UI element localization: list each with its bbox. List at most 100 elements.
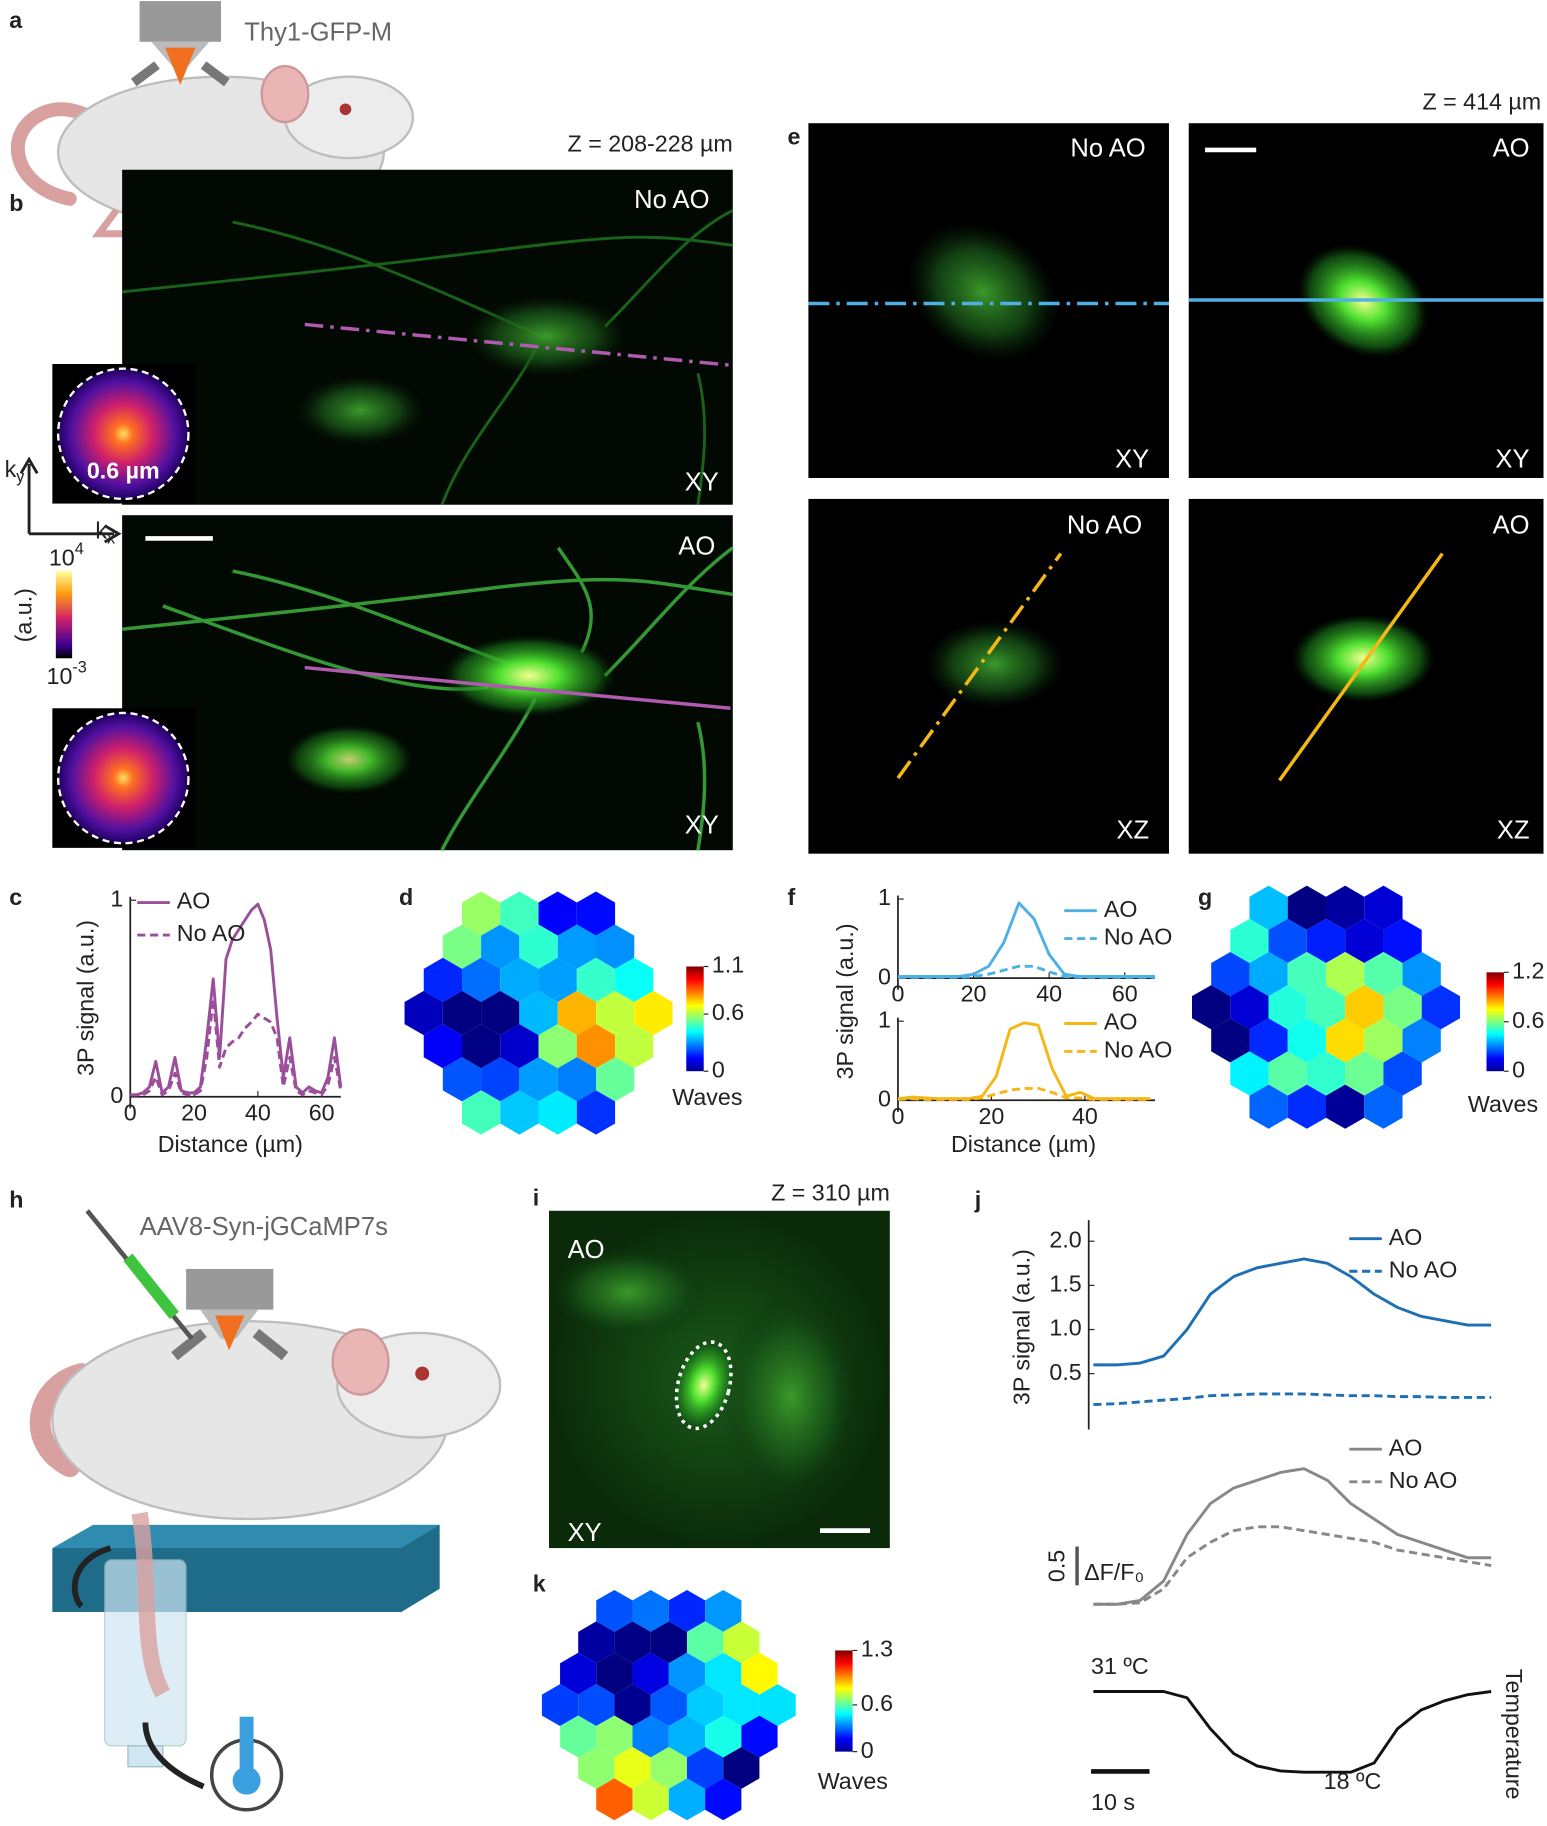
wavefront-segment	[578, 1684, 615, 1727]
wavefront-segment	[1306, 985, 1346, 1030]
wavefront-segment	[1287, 885, 1326, 930]
wavefront-segment	[1230, 985, 1269, 1030]
wavefront-segment	[500, 957, 539, 1002]
wavefront-segment	[462, 1090, 501, 1135]
wavefront-segment	[560, 1715, 597, 1758]
wavefront-segment	[1326, 885, 1365, 930]
wavefront-segment	[632, 1715, 669, 1758]
wavefront-segment	[1402, 1018, 1441, 1063]
image-ao	[122, 515, 733, 851]
wavefront-segment	[462, 1024, 501, 1069]
y-scalebar-label: 0.5	[1044, 1550, 1070, 1582]
y-tick-label: 0	[878, 963, 891, 989]
x-tick-label: 0	[124, 1099, 137, 1125]
wavefront-segment	[1364, 1018, 1403, 1063]
panel-letter: e	[787, 123, 800, 149]
wavefront-segment	[614, 1621, 651, 1664]
colorbar-unit: (a.u.)	[11, 588, 37, 642]
panel-letter: a	[9, 7, 23, 33]
wavefront-segment	[614, 1684, 651, 1727]
panel-letter: b	[9, 190, 23, 216]
wavefront-segment	[481, 1057, 520, 1102]
legend-label: No AO	[177, 920, 246, 946]
legend-label: AO	[1389, 1224, 1423, 1250]
wavefront-segment	[741, 1715, 778, 1758]
plane-label: XY	[1495, 445, 1529, 473]
y-tick-label: 0	[878, 1085, 891, 1111]
y-tick-label: 1.0	[1049, 1315, 1081, 1341]
wavefront-map	[541, 1589, 796, 1821]
y-tick-label: 2.0	[1049, 1226, 1081, 1252]
legend-label: AO	[1104, 896, 1138, 922]
plane-label: XY	[568, 1519, 602, 1547]
wavefront-segment	[668, 1652, 706, 1695]
series-line	[130, 997, 343, 1097]
panel-letter: c	[9, 884, 22, 910]
mouse-illustration: AAV8-Syn-jGCaMP7s	[29, 1209, 502, 1812]
wavefront-segment	[1287, 1084, 1326, 1129]
wavefront-segment	[500, 891, 539, 936]
wavefront-segment	[423, 957, 463, 1002]
wavefront-segment	[650, 1746, 687, 1789]
condition-label: AO	[678, 533, 715, 561]
series-line	[897, 1086, 1151, 1101]
wavefront-segment	[723, 1684, 760, 1727]
wavefront-segment	[560, 1652, 597, 1695]
x-tick-label: 0	[891, 981, 904, 1007]
y-tick-label: 1.5	[1049, 1271, 1081, 1297]
virus-label: AAV8-Syn-jGCaMP7s	[140, 1213, 388, 1241]
legend-label: No AO	[1104, 924, 1173, 950]
wavefront-segment	[614, 1746, 651, 1789]
wavefront-segment	[576, 891, 616, 936]
wavefront-segment	[1287, 1018, 1326, 1063]
y-tick-label: 0	[110, 1082, 123, 1108]
wavefront-segment	[705, 1778, 742, 1821]
plane-label: XY	[685, 469, 719, 497]
wavefront-segment	[481, 924, 520, 969]
series-line	[130, 902, 343, 1097]
wavefront-segment	[596, 1715, 633, 1758]
panel-letter: k	[533, 1570, 546, 1596]
wavefront-segment	[1383, 918, 1422, 964]
wavefront-segment	[500, 1024, 539, 1069]
condition-label: AO	[1493, 135, 1530, 163]
depth-label: Z = 414 µm	[1422, 89, 1541, 115]
wavefront-segment	[705, 1652, 742, 1695]
y-axis-label: 3P signal (a.u.)	[832, 923, 858, 1079]
wavefront-segment	[723, 1746, 760, 1789]
wavefront-segment	[1268, 1051, 1307, 1096]
wavefront-segment	[686, 1684, 724, 1727]
wavefront-segment	[1345, 1051, 1384, 1096]
y-tick-label: 1	[878, 1006, 891, 1032]
wavefront-segment	[1287, 951, 1326, 997]
wavefront-segment	[1306, 1051, 1346, 1096]
wavefront-segment	[462, 957, 501, 1002]
condition-label: No AO	[634, 186, 709, 214]
wavefront-segment	[650, 1684, 687, 1727]
wavefront-segment	[1383, 985, 1422, 1030]
condition-label: AO	[568, 1236, 605, 1264]
wavefront-segment	[404, 990, 443, 1036]
wavefront-segment	[615, 1024, 654, 1069]
wavefront-segment	[596, 990, 635, 1036]
plane-label: XY	[1115, 445, 1149, 473]
wavefront-segment	[578, 1746, 615, 1789]
wavefront-segment	[632, 1652, 669, 1695]
wavefront-segment	[423, 1024, 463, 1069]
x-tick-label: 40	[1072, 1103, 1098, 1129]
wavefront-segment	[576, 1024, 616, 1069]
series-line	[1093, 1257, 1492, 1367]
y-axis-label: 3P signal (a.u.)	[72, 920, 98, 1076]
wavefront-segment	[1230, 918, 1269, 964]
wavefront-segment	[632, 1589, 669, 1632]
colorbar-max: 104	[49, 540, 84, 570]
legend-label: No AO	[1389, 1467, 1457, 1493]
wavefront-segment	[557, 924, 597, 969]
plane-label: XZ	[1497, 816, 1530, 844]
wavefront-segment	[596, 1652, 633, 1695]
x-tick-label: 20	[961, 981, 987, 1007]
wavefront-segment	[442, 1057, 482, 1102]
colorbar-label: Waves	[818, 1768, 888, 1794]
wavefront-segment	[557, 1057, 597, 1102]
